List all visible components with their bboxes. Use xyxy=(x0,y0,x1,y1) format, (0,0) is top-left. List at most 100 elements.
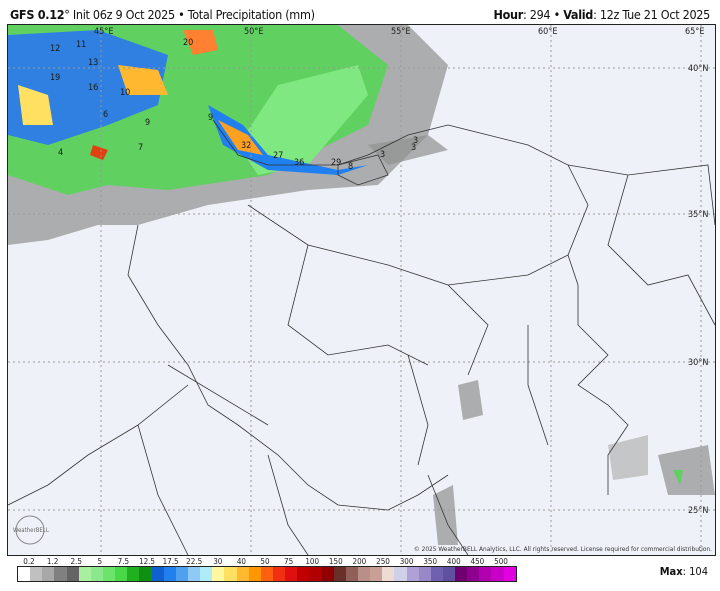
legend-tick: 12.5 xyxy=(138,557,156,566)
legend-tick: 22.5 xyxy=(186,557,203,566)
max-number: 104 xyxy=(689,565,708,578)
legend-tick: 50 xyxy=(260,557,270,566)
legend-swatch xyxy=(357,567,371,581)
legend-swatch xyxy=(90,567,103,581)
legend-tick: 7.5 xyxy=(117,557,130,566)
lat-label: 25°N xyxy=(688,506,708,516)
legend-swatch xyxy=(78,567,91,581)
legend-swatch xyxy=(345,567,358,581)
lat-label: 40°N xyxy=(688,64,708,74)
legend-swatch xyxy=(491,567,504,581)
lon-label: 45°E xyxy=(94,27,113,37)
legend-swatch xyxy=(394,567,407,581)
lon-label: 60°E xyxy=(538,27,557,37)
legend-swatch xyxy=(467,567,480,581)
legend-swatch xyxy=(54,567,67,581)
precip-value-label: 7 xyxy=(138,143,143,153)
hour-value: 294 xyxy=(529,7,551,22)
lon-labels: 45°E 50°E 55°E 60°E 65°E xyxy=(94,27,704,37)
legend-tick: 1.2 xyxy=(46,557,59,566)
legend-swatch xyxy=(187,567,201,581)
legend-swatch xyxy=(212,567,225,581)
precip-value-label: 9 xyxy=(145,118,150,128)
legend-swatch xyxy=(127,567,140,581)
legend-tick: 450 xyxy=(470,557,485,566)
legend-swatch xyxy=(224,567,237,581)
precipitation-map: 45°E 50°E 55°E 60°E 65°E 40°N 35°N 30°N … xyxy=(7,24,716,556)
legend-swatch xyxy=(42,567,55,581)
borders xyxy=(8,119,715,555)
precip-value-label: 3 xyxy=(411,143,416,153)
copyright: © 2025 WeatherBELL Analytics, LLC. All r… xyxy=(413,545,712,553)
legend-swatch xyxy=(503,567,516,581)
legend-swatch xyxy=(333,567,346,581)
legend-swatch xyxy=(479,567,492,581)
precip-value-label: 19 xyxy=(50,73,60,83)
precip-value-label: 3 xyxy=(380,150,385,160)
valid-value: 12z Tue 21 Oct 2025 xyxy=(599,7,710,22)
legend-colorbar xyxy=(17,566,517,582)
legend-swatch xyxy=(200,567,213,581)
precip-value-label: 12 xyxy=(50,44,60,54)
lat-label: 35°N xyxy=(688,210,708,220)
valid-label: Valid xyxy=(563,7,594,22)
chart-title: GFS 0.12° Init 06z 9 Oct 2025 • Total Pr… xyxy=(10,7,315,22)
sep: • xyxy=(178,7,185,22)
legend-tick: 5 xyxy=(97,557,103,566)
lon-label: 65°E xyxy=(685,27,704,37)
legend-tick: 350 xyxy=(423,557,438,566)
precip-value-label: 8 xyxy=(348,162,353,172)
degree: ° xyxy=(64,7,70,22)
valid-info: Hour: 294 • Valid: 12z Tue 21 Oct 2025 xyxy=(493,7,710,22)
svg-text:WeatherBELL: WeatherBELL xyxy=(13,527,49,534)
legend-tick: 250 xyxy=(376,557,390,566)
legend-tick: 30 xyxy=(213,557,223,566)
precip-value-label: 16 xyxy=(88,83,98,93)
legend-swatch xyxy=(370,567,383,581)
legend-swatch xyxy=(115,567,128,581)
legend-tick: 0.2 xyxy=(23,557,35,566)
init-time: Init 06z 9 Oct 2025 xyxy=(72,7,175,22)
precip-value-label: 27 xyxy=(273,151,283,161)
legend-swatch xyxy=(236,567,249,581)
legend-swatch xyxy=(382,567,395,581)
legend-ticks: 0.2 1.2 2.5 5 7.5 12.5 17.5 22.5 30 40 50 75 100 150 2… xyxy=(17,557,515,567)
legend-tick: 200 xyxy=(352,557,367,566)
max-value: Max: 104 xyxy=(659,565,708,578)
legend-swatch xyxy=(151,567,164,581)
legend-tick: 40 xyxy=(236,557,246,566)
legend-swatch xyxy=(260,567,273,581)
legend-tick: 75 xyxy=(284,557,294,566)
legend-swatch xyxy=(309,567,322,581)
product-name: Total Precipitation (mm) xyxy=(187,7,315,22)
legend-swatch xyxy=(139,567,152,581)
precip-value-label: 11 xyxy=(76,40,86,50)
legend-swatch xyxy=(66,567,79,581)
hour-label: Hour xyxy=(493,7,523,22)
precip-value-label: 10 xyxy=(120,88,130,98)
legend-swatch xyxy=(418,567,431,581)
legend-tick: 300 xyxy=(399,557,414,566)
graticule xyxy=(8,25,715,555)
legend-swatch xyxy=(321,567,334,581)
legend-tick: 100 xyxy=(305,557,320,566)
precip-value-label: 20 xyxy=(183,38,193,48)
precip-value-label: 32 xyxy=(241,141,251,151)
precip-value-label: 3 xyxy=(413,136,418,146)
legend-swatch xyxy=(430,567,443,581)
sep: • xyxy=(553,7,561,22)
legend-swatch xyxy=(248,567,261,581)
map-canvas: 45°E 50°E 55°E 60°E 65°E 40°N 35°N 30°N … xyxy=(8,25,715,555)
max-label: Max xyxy=(659,565,683,578)
legend-swatch xyxy=(175,567,188,581)
legend-tick: 17.5 xyxy=(162,557,179,566)
legend-tick: 150 xyxy=(328,557,343,566)
legend-tick: 400 xyxy=(446,557,461,566)
legend-swatch xyxy=(102,567,116,581)
precip-value-label: 9 xyxy=(208,113,213,123)
precip-value-label: 6 xyxy=(103,110,108,120)
legend-tick: 500 xyxy=(494,557,508,566)
precip-fields xyxy=(8,25,715,545)
legend-tick: 2.5 xyxy=(70,557,82,566)
